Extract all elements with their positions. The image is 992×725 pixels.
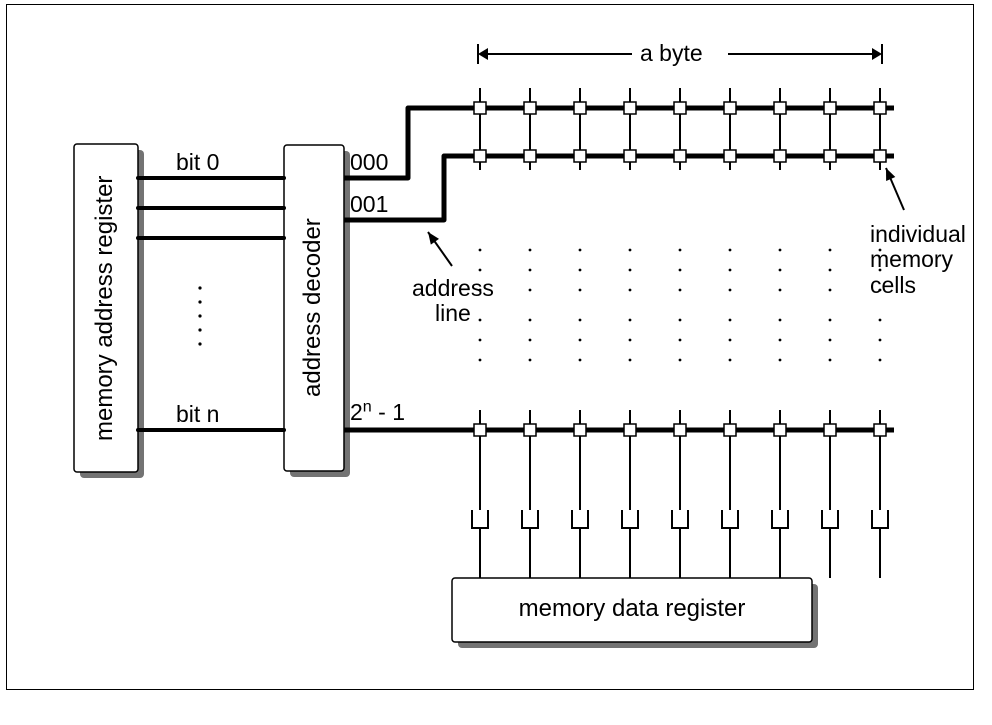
memory-cells-annotation: individualmemorycells: [870, 222, 966, 298]
decoder-out-001-label: 001: [350, 192, 388, 217]
byte-label: a byte: [640, 41, 703, 66]
decoder-out-000-label: 000: [350, 150, 388, 175]
diagram-container: memory address register address decoder …: [0, 0, 992, 725]
bitn-label: bit n: [176, 402, 219, 427]
mar-label: memory address register: [92, 166, 118, 450]
bit0-label: bit 0: [176, 150, 219, 175]
decoder-out-last-label: 2n - 1: [350, 400, 405, 425]
decoder-label: address decoder: [300, 205, 326, 411]
mdr-label: memory data register: [452, 596, 812, 622]
address-line-annotation: addressline: [412, 276, 494, 327]
